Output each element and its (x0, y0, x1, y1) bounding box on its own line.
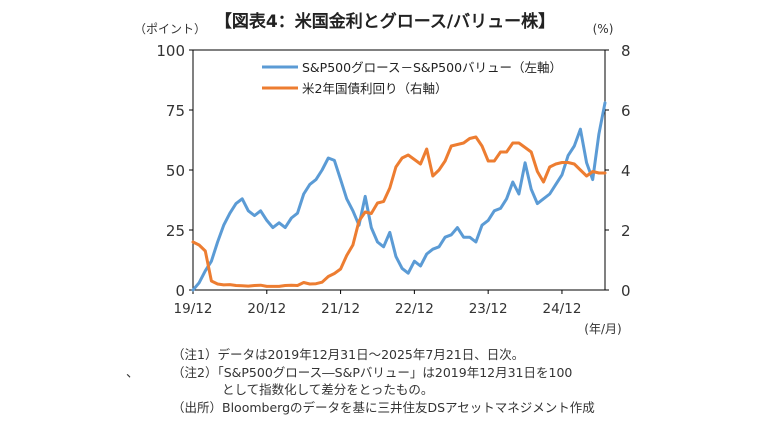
series-layer (191, 101, 607, 292)
left-tick-label: 100 (156, 42, 185, 60)
left-tick-label: 25 (166, 222, 185, 240)
x-tick-label: 19/12 (174, 301, 213, 317)
left-tick-label: 0 (175, 282, 185, 300)
x-tick-label: 23/12 (469, 301, 508, 317)
stray-mark: 、 (126, 366, 140, 381)
left-tick-label: 50 (166, 162, 185, 180)
footnote-2-cont: として指数化して差分をとったもの。 (172, 382, 434, 397)
right-tick-label: 2 (621, 222, 631, 240)
footnote-1: （注1）データは2019年12月31日～2025年7月21日、日次。 (172, 347, 525, 362)
x-axis: 19/12 20/12 21/12 22/12 23/12 24/12 (174, 290, 582, 317)
x-tick-label: 24/12 (543, 301, 582, 317)
footnote-source: （出所）Bloombergのデータを基に三井住友DSアセットマネジメント作成 (172, 399, 595, 415)
footnote-2: （注2）「S&P500グロース―S&Pバリュー」は2019年12月31日を100 (172, 364, 573, 380)
x-tick-label: 21/12 (321, 301, 360, 317)
right-tick-label: 8 (621, 42, 631, 60)
right-tick-label: 6 (621, 102, 631, 120)
right-tick-label: 4 (621, 162, 631, 180)
footnotes: （注1）データは2019年12月31日～2025年7月21日、日次。 （注2）「… (172, 346, 595, 416)
left-tick-label: 75 (166, 102, 185, 120)
right-axis: 0 2 4 6 8 (605, 42, 631, 300)
left-axis-unit: （ポイント） (134, 22, 206, 36)
left-axis: 0 25 50 75 100 (156, 42, 193, 300)
chart-title: 【図表4：米国金利とグロース/バリュー株】 (215, 11, 555, 32)
right-axis-unit: (%) (593, 22, 614, 36)
x-tick-label: 22/12 (395, 301, 434, 317)
series-line-growth-value (191, 101, 607, 292)
x-axis-unit: (年/月) (584, 322, 621, 336)
x-tick-label: 20/12 (247, 301, 286, 317)
right-tick-label: 0 (621, 282, 631, 300)
legend: S&P500グロース－S&P500バリュー（左軸） 米2年国債利回り（右軸） (262, 60, 562, 96)
legend-label-growth-value: S&P500グロース－S&P500バリュー（左軸） (302, 60, 562, 75)
series-line-2y-yield (191, 135, 607, 288)
legend-label-2y-yield: 米2年国債利回り（右軸） (302, 81, 447, 96)
